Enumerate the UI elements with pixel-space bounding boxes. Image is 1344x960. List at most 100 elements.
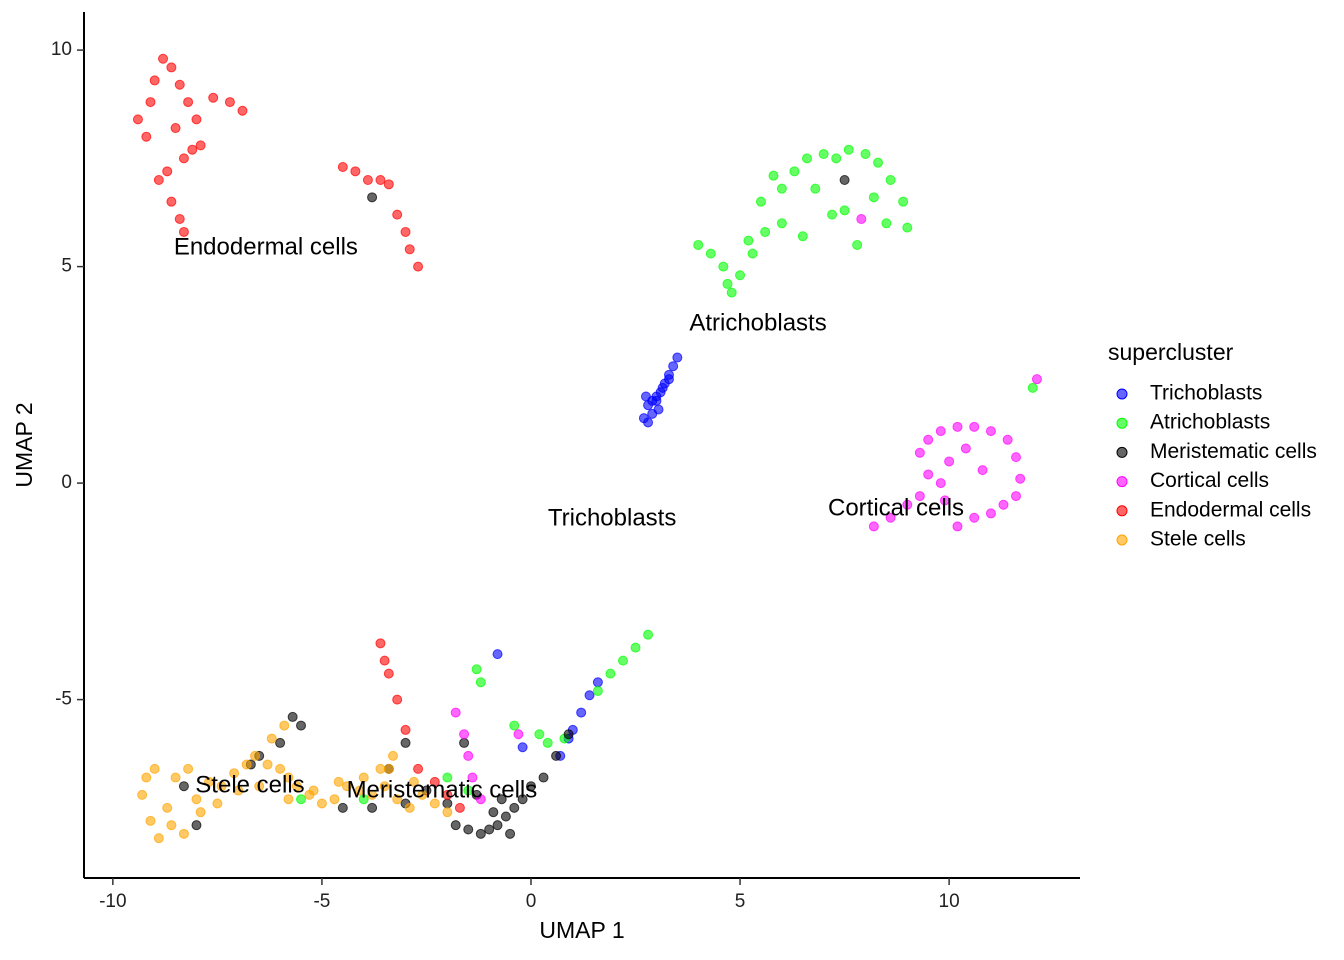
point (475, 794, 486, 805)
point (551, 750, 562, 761)
point (279, 720, 290, 731)
point (141, 131, 152, 142)
point (375, 638, 386, 649)
point (367, 192, 378, 203)
point (337, 802, 348, 813)
point (141, 772, 152, 783)
point (367, 789, 378, 800)
point (350, 166, 361, 177)
point (316, 798, 327, 809)
legend-swatch (1116, 534, 1128, 546)
point (643, 417, 654, 428)
point (726, 287, 737, 298)
point (195, 807, 206, 818)
point (459, 729, 470, 740)
point (191, 820, 202, 831)
point (388, 750, 399, 761)
point (722, 278, 733, 289)
point (868, 521, 879, 532)
point (935, 478, 946, 489)
legend-label: Stele cells (1150, 528, 1246, 551)
point (241, 759, 252, 770)
point (914, 447, 925, 458)
point (358, 772, 369, 783)
point (576, 707, 587, 718)
point (375, 175, 386, 186)
point (475, 677, 486, 688)
point (375, 763, 386, 774)
point (208, 92, 219, 103)
point (592, 677, 603, 688)
legend-title: supercluster (1108, 339, 1234, 365)
point (977, 465, 988, 476)
cluster-label: Cortical cells (828, 494, 964, 521)
point (166, 820, 177, 831)
point (178, 828, 189, 839)
point (362, 175, 373, 186)
point (392, 694, 403, 705)
point (939, 495, 950, 506)
point (801, 153, 812, 164)
point (517, 794, 528, 805)
point (442, 772, 453, 783)
point (952, 521, 963, 532)
point (1031, 374, 1042, 385)
point (492, 820, 503, 831)
legend-swatch (1116, 505, 1128, 517)
point (810, 183, 821, 194)
point (283, 772, 294, 783)
point (463, 824, 474, 835)
point (459, 737, 470, 748)
point (183, 763, 194, 774)
point (237, 105, 248, 116)
point (132, 114, 143, 125)
point (404, 244, 415, 255)
point (630, 642, 641, 653)
point (162, 802, 173, 813)
y-tick-label: -5 (55, 689, 72, 710)
point (296, 794, 307, 805)
point (333, 776, 344, 787)
x-tick-label: 0 (526, 891, 537, 912)
point (885, 175, 896, 186)
point (488, 807, 499, 818)
point (153, 833, 164, 844)
point (275, 737, 286, 748)
point (166, 62, 177, 73)
point (985, 426, 996, 437)
point (342, 781, 353, 792)
point (935, 426, 946, 437)
point (831, 153, 842, 164)
point (1011, 491, 1022, 502)
point (517, 742, 528, 753)
point (672, 352, 683, 363)
point (755, 196, 766, 207)
point (797, 231, 808, 242)
point (509, 720, 520, 731)
point (195, 140, 206, 151)
point (383, 763, 394, 774)
legend-label: Meristematic cells (1150, 440, 1317, 463)
point (354, 785, 365, 796)
point (367, 802, 378, 813)
point (178, 153, 189, 164)
point (358, 794, 369, 805)
x-tick-label: -5 (313, 891, 330, 912)
point (952, 421, 963, 432)
point (1011, 452, 1022, 463)
point (283, 794, 294, 805)
point (509, 802, 520, 813)
legend-swatch (1116, 417, 1128, 429)
point (873, 157, 884, 168)
point (429, 776, 440, 787)
point (923, 469, 934, 480)
point (400, 737, 411, 748)
point (657, 382, 668, 393)
point (404, 802, 415, 813)
point (145, 815, 156, 826)
point (885, 512, 896, 523)
point (868, 192, 879, 203)
point (275, 763, 286, 774)
point (640, 391, 651, 402)
